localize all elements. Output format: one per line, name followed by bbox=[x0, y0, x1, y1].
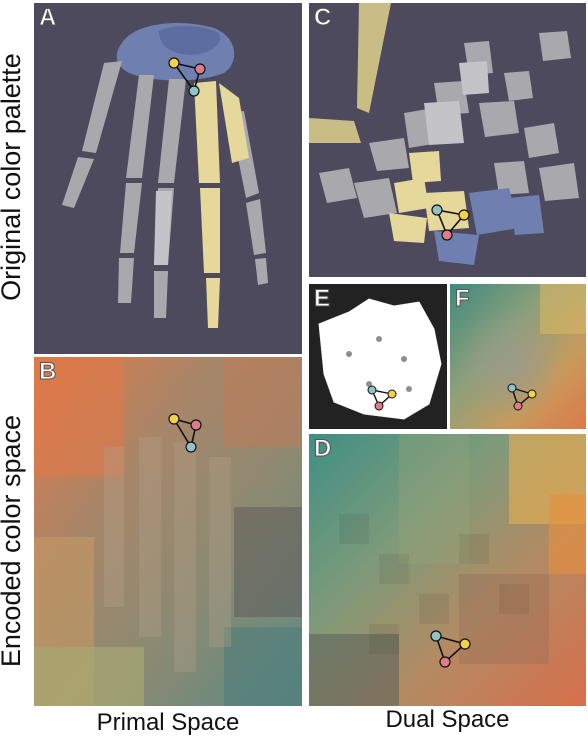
panel-e-label: E bbox=[313, 285, 331, 313]
panel-c-dual-original: C bbox=[309, 3, 586, 277]
panel-b-encoded-primal: B bbox=[34, 357, 302, 706]
column-label-primal: Primal Space bbox=[96, 709, 240, 736]
row-label-original-palette: Original color palette bbox=[0, 53, 26, 301]
panel-f-label: F bbox=[455, 285, 471, 313]
row-label-encoded-space: Encoded color space bbox=[0, 414, 26, 668]
panel-c-label: C bbox=[313, 4, 332, 32]
panel-a-label: A bbox=[38, 4, 57, 32]
panel-b-label: B bbox=[38, 358, 57, 386]
column-label-dual: Dual Space bbox=[385, 706, 510, 733]
panel-d-label: D bbox=[313, 435, 332, 463]
panel-e-triangulation: E bbox=[309, 284, 447, 429]
panel-d-encoded-dual: D bbox=[309, 434, 586, 706]
panel-f-encoded-blend: F bbox=[450, 284, 586, 429]
panel-a-hand-original: A bbox=[34, 3, 302, 354]
